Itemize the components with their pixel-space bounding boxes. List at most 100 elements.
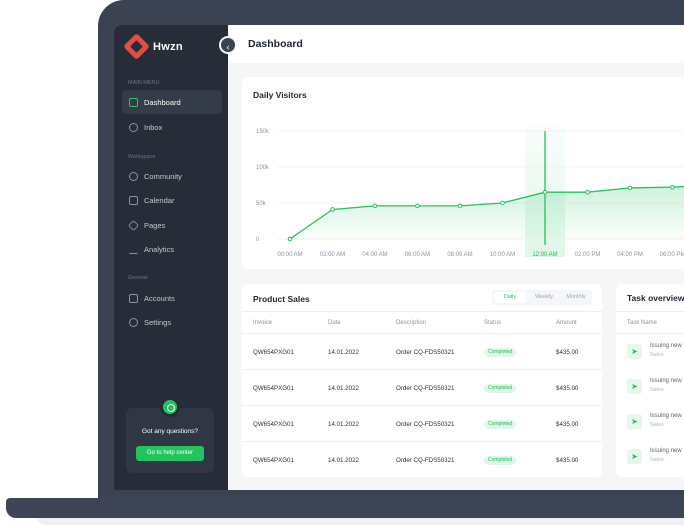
x-tick-label: 08:00 AM xyxy=(447,252,472,258)
data-point[interactable] xyxy=(415,203,420,209)
send-icon: ➤ xyxy=(627,379,642,394)
data-point[interactable] xyxy=(330,207,335,212)
sidebar-item-label: Dashboard xyxy=(144,97,181,107)
task-category: Sales xyxy=(650,387,664,393)
topbar: Dashboard xyxy=(228,25,684,63)
task-item[interactable]: ➤ Issuing new Sales xyxy=(627,375,684,399)
x-tick-label: 02:00 PM xyxy=(575,252,601,258)
y-tick-label: 150k xyxy=(256,129,270,135)
section-workspace: Workspace xyxy=(128,154,156,160)
brand-name: Hwzn xyxy=(153,40,183,53)
task-category: Sales xyxy=(650,352,664,358)
x-tick-label: 10:00 AM xyxy=(490,252,515,258)
x-tick-label: 12:00 AM xyxy=(532,252,557,258)
data-point[interactable] xyxy=(670,184,675,190)
cell-description: Order CQ-FDS50321 xyxy=(396,385,455,392)
status-badge: Completed xyxy=(484,420,517,429)
sidebar-item-label: Inbox xyxy=(144,122,163,132)
collapse-sidebar-button[interactable]: ‹ xyxy=(219,36,237,54)
chart-icon xyxy=(129,97,138,107)
data-point[interactable] xyxy=(287,236,293,242)
sales-period-tabs: Daily Weekly Monthly xyxy=(492,290,592,305)
task-item[interactable]: ➤ Issuing new Sales xyxy=(627,340,684,364)
cell-amount: $435.00 xyxy=(556,421,579,428)
task-name: Issuing new xyxy=(650,448,682,454)
sidebar-item-label: Settings xyxy=(144,317,172,327)
task-name: Issuing new xyxy=(650,343,682,349)
task-overview-title: Task overview xyxy=(627,293,684,303)
help-icon xyxy=(160,397,180,417)
gear-icon xyxy=(129,317,138,327)
cell-invoice: QW654PXG01 xyxy=(253,421,294,428)
visitors-title: Daily Visitors xyxy=(253,90,307,100)
product-sales-card: Product Sales Daily Weekly Monthly Invoi… xyxy=(242,284,602,477)
data-point[interactable] xyxy=(457,203,463,209)
sidebar-item-label: Pages xyxy=(144,220,166,230)
cell-date: 14.01.2022 xyxy=(328,421,359,428)
divider xyxy=(616,311,684,312)
layers-icon xyxy=(128,219,139,231)
data-point[interactable] xyxy=(372,203,378,209)
sidebar-item-inbox[interactable]: Inbox xyxy=(122,115,222,139)
cell-invoice: QW654PXG01 xyxy=(253,457,294,464)
tab-daily[interactable]: Daily xyxy=(494,292,526,303)
brand-logo[interactable]: Hwzn xyxy=(123,33,183,60)
cell-date: 14.01.2022 xyxy=(328,385,359,392)
sidebar-item-community[interactable]: Community xyxy=(122,164,222,188)
cell-amount: $435.00 xyxy=(556,457,579,464)
data-point[interactable] xyxy=(542,189,548,195)
divider xyxy=(242,333,602,334)
y-tick-label: 0 xyxy=(256,237,260,243)
status-badge: Completed xyxy=(484,456,517,465)
cell-description: Order CQ-FDS50321 xyxy=(396,421,455,428)
x-tick-label: 00:00 AM xyxy=(277,252,302,258)
data-point[interactable] xyxy=(585,189,590,195)
tab-weekly[interactable]: Weekly xyxy=(535,294,553,300)
laptop-shadow xyxy=(36,515,684,525)
help-center-button[interactable]: Go to help center xyxy=(136,446,204,461)
divider xyxy=(242,369,602,370)
calendar-icon xyxy=(129,195,138,205)
sidebar-item-pages[interactable]: Pages xyxy=(122,213,222,237)
sidebar-item-label: Community xyxy=(144,171,182,181)
sidebar-item-settings[interactable]: Settings xyxy=(122,310,222,334)
col-task-name: Task Name xyxy=(627,320,658,326)
sidebar-item-calendar[interactable]: Calendar xyxy=(122,188,222,212)
task-category: Sales xyxy=(650,457,664,463)
visitors-chart: 0 50k 100k 150k 00:00 AM 02:00 AM 04:00 AM 06:0… xyxy=(256,127,684,258)
y-tick-label: 100k xyxy=(256,165,270,171)
status-badge: Completed xyxy=(484,384,517,393)
y-tick-label: 50k xyxy=(256,201,267,207)
task-category: Sales xyxy=(650,422,664,428)
send-icon: ➤ xyxy=(627,414,642,429)
sidebar-item-label: Analytics xyxy=(144,244,175,254)
task-item[interactable]: ➤ Issuing new Sales xyxy=(627,410,684,434)
users-icon xyxy=(129,171,138,181)
x-tick-label: 02:00 AM xyxy=(320,252,345,258)
cell-description: Order CQ-FDS50321 xyxy=(396,349,455,356)
col-invoice: Invoice xyxy=(253,320,273,326)
logo-icon xyxy=(123,33,150,60)
sidebar-item-label: Accounts xyxy=(144,293,175,303)
send-icon: ➤ xyxy=(627,344,642,359)
send-icon: ➤ xyxy=(627,449,642,464)
user-icon xyxy=(129,293,138,303)
status-badge: Completed xyxy=(484,348,517,357)
divider xyxy=(242,405,602,406)
cell-amount: $435.00 xyxy=(556,385,579,392)
sales-title: Product Sales xyxy=(253,294,310,304)
series-area xyxy=(290,186,684,239)
cell-invoice: QW654PXG01 xyxy=(253,385,294,392)
sidebar-item-accounts[interactable]: Accounts xyxy=(122,286,222,310)
sidebar-item-dashboard[interactable]: Dashboard xyxy=(122,90,222,114)
data-point[interactable] xyxy=(627,185,633,191)
task-item[interactable]: ➤ Issuing new Sales xyxy=(627,445,684,469)
page-title: Dashboard xyxy=(248,38,303,50)
sidebar-item-analytics[interactable]: Analytics xyxy=(122,237,222,261)
cell-invoice: QW654PXG01 xyxy=(253,349,294,356)
col-description: Description xyxy=(396,320,427,326)
tab-monthly[interactable]: Monthly xyxy=(566,294,586,300)
data-point[interactable] xyxy=(500,200,505,206)
sidebar: Hwzn MAIN MENU Dashboard Inbox Workspace… xyxy=(114,25,228,490)
